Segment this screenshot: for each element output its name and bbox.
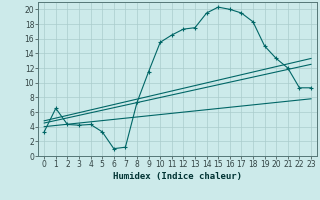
- X-axis label: Humidex (Indice chaleur): Humidex (Indice chaleur): [113, 172, 242, 181]
